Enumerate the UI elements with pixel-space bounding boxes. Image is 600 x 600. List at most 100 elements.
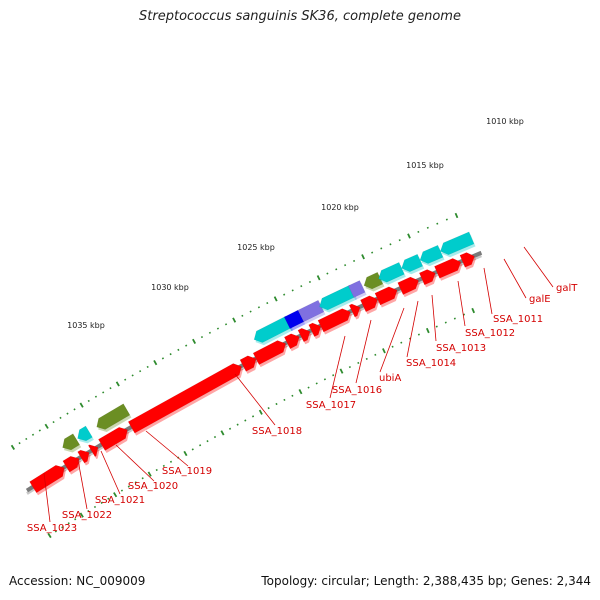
gene-label: SSA_1012 bbox=[465, 328, 515, 339]
cds-arrow bbox=[87, 444, 99, 458]
cds-arrow bbox=[418, 269, 436, 286]
tick-mark bbox=[54, 530, 57, 533]
tick-mark bbox=[120, 489, 124, 492]
tick-mark bbox=[139, 370, 142, 373]
kbp-labels: 1010 kbp 1015 kbp 1020 kbp 1025 kbp 1030 kbp… bbox=[67, 117, 524, 330]
trna-arrow bbox=[401, 253, 424, 273]
tick-mark bbox=[332, 374, 335, 377]
tick-mark bbox=[417, 230, 420, 233]
tick-mark bbox=[87, 399, 90, 403]
gene-label: SSA_1017 bbox=[306, 400, 356, 411]
tick-mark bbox=[249, 310, 252, 313]
tick-mark bbox=[200, 336, 204, 339]
trna-arrow bbox=[419, 244, 444, 264]
tick-mark bbox=[74, 518, 77, 521]
accession-text: Accession: NC_009009 bbox=[9, 574, 146, 588]
tick-mark bbox=[307, 386, 310, 389]
tick-mark bbox=[344, 264, 347, 267]
rrna-arrow bbox=[96, 403, 131, 430]
tick-mark bbox=[398, 239, 401, 242]
tick-mark bbox=[273, 296, 278, 302]
tick-mark bbox=[47, 532, 52, 539]
gene-label: galT bbox=[556, 283, 578, 294]
label-leader-line bbox=[483, 267, 493, 315]
tick-mark bbox=[169, 353, 172, 356]
label-leader-line bbox=[503, 258, 527, 299]
tick-mark bbox=[453, 317, 456, 320]
tick-mark bbox=[183, 450, 188, 457]
tick-mark bbox=[267, 407, 270, 410]
trna-arrow bbox=[253, 315, 292, 343]
tick-mark bbox=[31, 433, 35, 436]
gene-label: SSA_1023 bbox=[27, 523, 77, 534]
kbp-label: 1035 kbp bbox=[67, 321, 105, 330]
label-leader-line bbox=[77, 459, 88, 510]
tick-mark bbox=[298, 389, 303, 395]
tick-mark bbox=[335, 268, 338, 271]
tick-mark bbox=[67, 522, 70, 525]
label-leader-line bbox=[43, 472, 51, 523]
label-leader-line bbox=[355, 319, 372, 384]
tick-mark bbox=[308, 280, 312, 284]
kbp-label: 1020 kbp bbox=[321, 203, 359, 212]
genome-summary-text: Topology: circular; Length: 2,388,435 bp… bbox=[261, 574, 591, 588]
label-leaders bbox=[43, 246, 554, 523]
tick-mark bbox=[400, 341, 403, 344]
gene-features bbox=[29, 231, 476, 496]
gene-label: SSA_1014 bbox=[406, 358, 456, 369]
tick-mark bbox=[141, 477, 144, 480]
gene-label: SSA_1020 bbox=[128, 481, 178, 492]
tick-mark bbox=[147, 471, 152, 477]
tick-mark bbox=[454, 212, 459, 219]
tick-mark bbox=[146, 365, 149, 368]
label-leader-line bbox=[406, 300, 419, 358]
tick-mark bbox=[25, 437, 28, 441]
cds-arrow bbox=[297, 327, 311, 343]
tick-mark bbox=[61, 526, 64, 529]
cds-arrow bbox=[434, 258, 462, 279]
tick-mark bbox=[236, 423, 239, 426]
tick-mark bbox=[417, 333, 420, 336]
tick-mark bbox=[66, 412, 69, 415]
label-leader-line bbox=[379, 307, 405, 373]
kbp-label: 1010 kbp bbox=[486, 117, 524, 126]
tick-mark bbox=[155, 468, 158, 472]
tick-mark bbox=[445, 218, 448, 221]
gene-label: SSA_1018 bbox=[252, 426, 302, 437]
tick-mark bbox=[315, 382, 318, 385]
tick-mark bbox=[102, 391, 105, 394]
tick-mark bbox=[291, 289, 294, 292]
cds-arrow bbox=[127, 363, 242, 434]
tick-mark bbox=[153, 360, 158, 366]
trna-arrow bbox=[77, 425, 93, 442]
trna-arrow bbox=[440, 231, 475, 256]
label-leader-line bbox=[234, 373, 276, 426]
tick-mark bbox=[407, 233, 411, 239]
tick-mark bbox=[131, 374, 134, 377]
tick-mark bbox=[93, 505, 97, 509]
tick-mark bbox=[127, 485, 130, 488]
tick-mark bbox=[357, 361, 360, 365]
tick-mark bbox=[115, 381, 120, 387]
gene-label: ubiA bbox=[379, 373, 401, 384]
tick-mark bbox=[18, 442, 21, 445]
tick-mark bbox=[94, 395, 98, 398]
tick-mark bbox=[348, 365, 351, 369]
tick-mark bbox=[316, 275, 321, 281]
tick-mark bbox=[109, 387, 112, 390]
tick-mark bbox=[79, 402, 84, 408]
tick-mark bbox=[374, 353, 377, 356]
tick-mark bbox=[251, 415, 255, 418]
tick-mark bbox=[185, 344, 188, 347]
tick-mark bbox=[241, 314, 244, 317]
tick-mark bbox=[213, 435, 217, 439]
tick-mark bbox=[353, 259, 356, 263]
tick-mark bbox=[391, 345, 394, 348]
cds-arrow bbox=[397, 276, 419, 295]
cds-arrow bbox=[29, 464, 65, 494]
tick-mark bbox=[134, 481, 137, 484]
tick-mark bbox=[113, 492, 118, 498]
tick-mark bbox=[52, 420, 55, 424]
tick-mark bbox=[206, 440, 209, 443]
